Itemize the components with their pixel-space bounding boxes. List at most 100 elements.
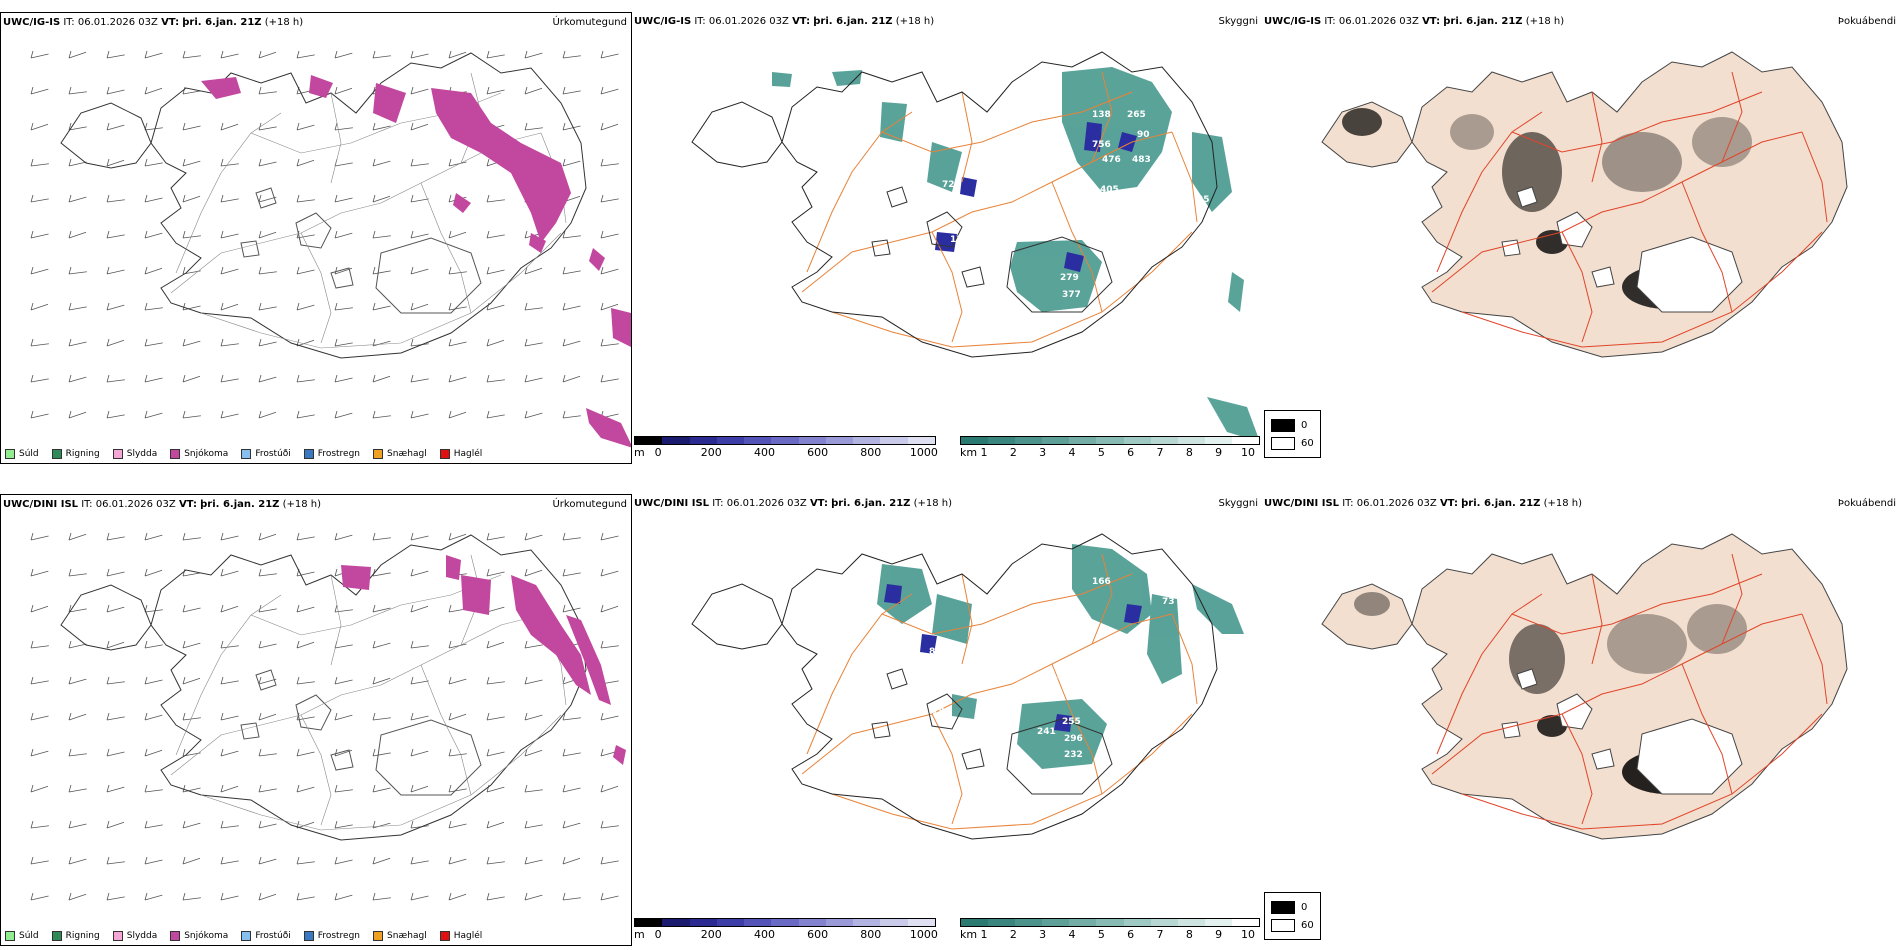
wind-barb [258,573,277,577]
wind-barb-flag [106,338,110,347]
wind-barb-flag [486,640,490,649]
wind-barb-flag [106,374,110,383]
wind-barb-flag [296,302,300,311]
valid-time: þri. 6.jan. 21Z [182,17,262,28]
wind-barb [106,896,125,901]
colorbar-tick-label: 7 [1156,928,1164,941]
wind-barb [258,341,277,347]
wind-barb-flag [410,230,414,239]
wind-barb-flag [448,784,452,793]
wind-barb [600,163,619,167]
wind-barb-flag [258,604,262,613]
cloud-base-label: 138 [1092,110,1111,120]
wind-barb [562,752,581,757]
wind-barb-flag [562,856,566,865]
wind-barb-flag [220,568,224,577]
wind-barb [30,303,49,311]
wind-barb-flag [220,338,224,347]
wind-barb-flag [182,748,186,757]
wind-barb-flag [562,50,566,59]
wind-barb-flag [30,158,34,167]
wind-barb-flag [106,158,110,167]
wind-barb [144,307,163,311]
wind-barb-flag [334,784,338,793]
lead-time: (+18 h) [895,16,935,27]
wind-barb-flag [524,338,528,347]
wind-barb [220,268,239,275]
wind-barb-flag [448,410,452,419]
map-line [1436,111,1543,273]
map-line [1556,693,1593,730]
wind-barb [182,897,201,901]
init-time: IT: 06.01.2026 03Z [81,499,176,510]
colorbar-cell [907,437,935,444]
legend-swatch [303,931,314,941]
wind-barb [296,269,315,275]
map-line [926,693,963,730]
wind-barb [486,641,505,649]
legend-swatch [303,449,314,459]
wind-barb [68,91,87,95]
wind-barb-flag [106,410,110,419]
model-source: UWC/IG-IS [634,16,692,27]
wind-barb [372,195,391,203]
fog-legend-swatch [1271,436,1295,450]
wind-barb [258,643,277,649]
map-line [175,112,282,274]
wind-barb [486,304,505,311]
wind-barb-flag [220,676,224,685]
wind-barb [30,605,49,613]
wind-barb-flag [600,856,604,865]
map-line [961,91,973,183]
wind-barb-flag [562,122,566,131]
wind-barb-flag [600,568,604,577]
wind-barb [372,822,391,829]
wind-barb-flag [68,640,72,649]
wind-barb [486,536,505,541]
wind-barb [600,53,619,59]
map-line [1801,613,1828,705]
wind-barb-flag [106,122,110,131]
wind-barb [562,607,581,613]
wind-barb [562,375,581,383]
wind-barb [220,825,239,829]
colorbar-tick-label: 6 [1127,928,1135,941]
wind-barb [258,196,277,203]
wind-barb [524,52,543,59]
wind-barb-flag [68,604,72,613]
wind-barb [524,749,543,757]
map-line [1461,231,1823,348]
wind-barb [68,271,87,275]
wind-barb [68,788,87,793]
legend-swatch [439,931,450,941]
wind-barb-flag [30,784,34,793]
cloud-base-label: 483 [1132,155,1151,165]
wind-barb-flag [182,158,186,167]
legend-item: Frostúði [241,449,291,459]
wind-barb [106,786,125,793]
wind-barb-flag [106,194,110,203]
wind-barb [144,789,163,793]
valid-time-label: VT: [178,499,197,510]
wind-barb [448,823,467,829]
colorbar-tick-label: 5 [1097,446,1105,459]
wind-barb [144,749,163,757]
colorbar-tick-label: 1 [980,446,988,459]
wind-barb [106,159,125,167]
iceland-outline [691,533,1218,840]
legend-item: Slydda [112,449,157,459]
panel-header: UWC/DINI ISL IT: 06.01.2026 03Z VT: þri.… [1264,496,1898,512]
wind-barb [68,341,87,347]
wind-barb [30,860,49,865]
wind-barb [410,645,429,649]
colorbar-tick-label: 600 [807,928,829,941]
wind-barb [486,751,505,757]
wind-barb-flag [486,532,490,541]
map-line [330,267,354,289]
colorbar-cell [771,437,799,444]
wind-barb-flag [524,748,528,757]
visibility-areas [772,67,1260,442]
wind-barb-flag [182,532,186,541]
wind-barb-flag [372,640,376,649]
iceland-outline [691,51,1218,358]
